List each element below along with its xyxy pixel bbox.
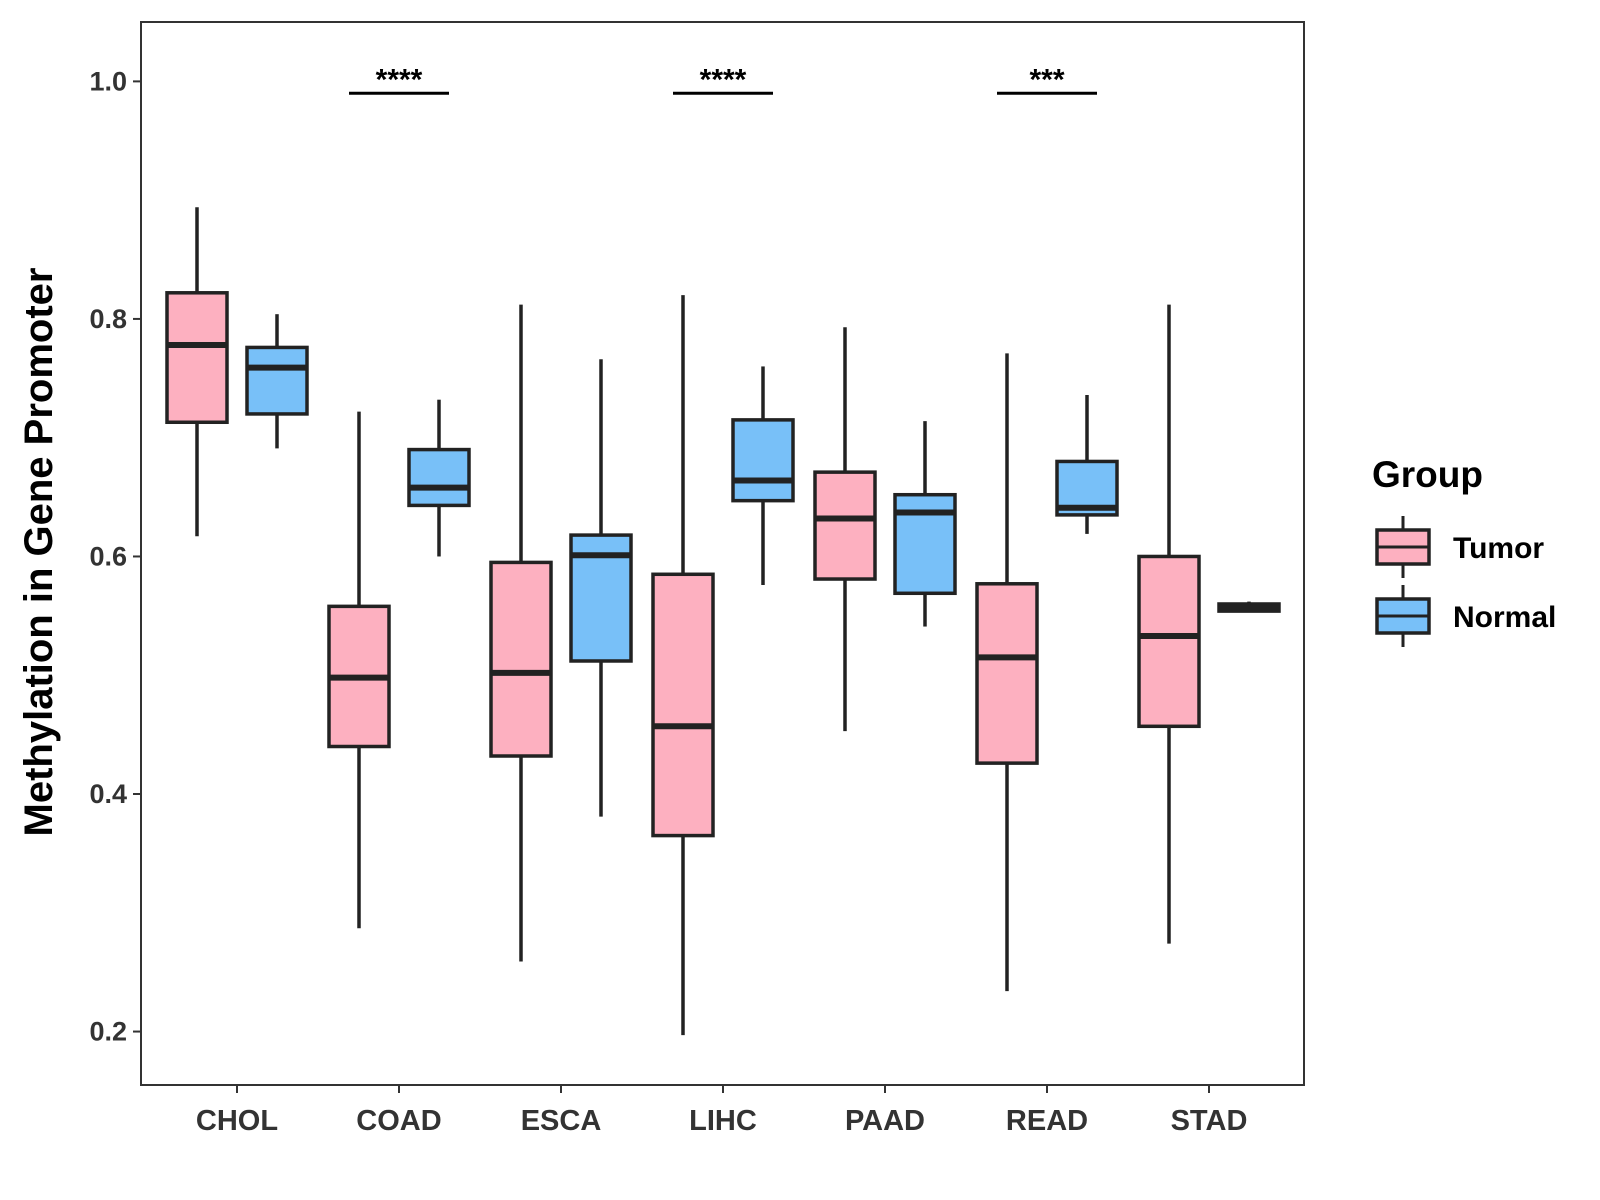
x-tick-label: LIHC [689,1105,757,1137]
box-normal-paad [893,421,957,627]
significance-label: **** [376,63,423,96]
x-axis: CHOL COAD ESCA LIHC PAAD READ STAD [196,1085,1247,1137]
y-tick-label: 0.8 [89,304,127,334]
box-normal-lihc [731,366,795,585]
box-normal-chol [245,314,309,449]
y-tick-label: 0.4 [89,779,127,809]
legend-title: Group [1372,454,1483,495]
x-tick-label: ESCA [521,1105,602,1137]
y-tick-label: 0.6 [89,541,127,571]
box-body [813,470,877,581]
box-tumor-chol [165,207,229,537]
significance-label: **** [700,63,747,96]
box-tumor-coad [327,411,391,929]
box-tumor-paad [813,327,877,732]
box-normal-read [1055,394,1119,534]
box-body [165,291,229,425]
box-body [651,572,715,838]
legend-item-tumor: Tumor [1375,516,1544,578]
box-normal-esca [569,359,633,817]
plot-panel-border [140,21,1305,1086]
y-axis: 0.2 0.4 0.6 0.8 1.0 [89,66,141,1047]
box-tumor-read [975,353,1039,992]
legend-label: Normal [1453,601,1556,634]
box-body [407,447,471,508]
box-body [245,345,309,416]
legend-item-normal: Normal [1375,585,1556,647]
x-tick-label: READ [1006,1105,1088,1137]
significance-label: *** [1029,63,1064,96]
y-axis-label: Methylation in Gene Promoter [17,268,61,837]
box-normal-coad [407,399,471,557]
box-body [489,560,553,758]
box-body [975,582,1039,765]
box-tumor-esca [489,304,553,962]
box-body [1137,554,1201,729]
box-tumor-stad [1137,304,1201,944]
box-tumor-lihc [651,295,715,1036]
x-tick-label: PAAD [845,1105,925,1137]
box-series-group [165,207,1281,1036]
x-tick-label: COAD [356,1105,441,1137]
significance-annotations: **** **** *** [349,63,1097,96]
x-tick-label: STAD [1171,1105,1248,1137]
legend: Group Tumor Normal [1372,454,1556,647]
box-body [893,492,957,596]
legend-label: Tumor [1453,532,1544,565]
y-tick-label: 1.0 [89,66,127,96]
box-normal-stad [1217,601,1281,613]
x-tick-label: CHOL [196,1105,278,1137]
y-tick-label: 0.2 [89,1017,127,1047]
box-body [731,418,795,503]
